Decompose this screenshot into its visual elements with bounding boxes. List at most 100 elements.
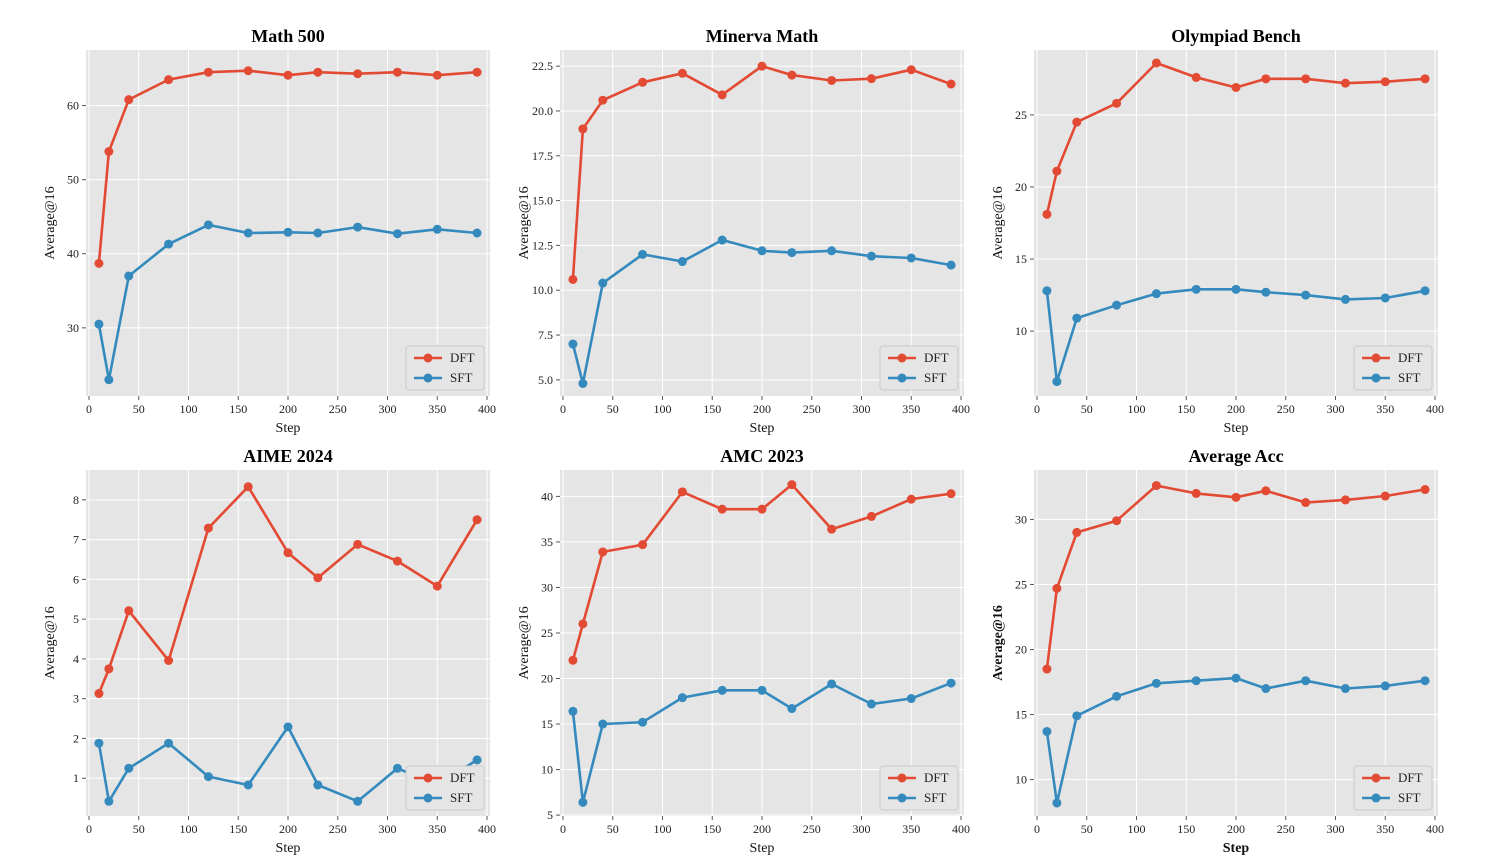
data-point-sft — [787, 704, 797, 714]
data-point-dft — [1052, 583, 1062, 593]
data-point-sft — [677, 257, 687, 267]
x-tick-label: 100 — [179, 402, 197, 416]
data-point-dft — [1261, 486, 1271, 496]
legend-label-sft: SFT — [924, 790, 946, 805]
x-tick-label: 0 — [560, 822, 566, 836]
chart-title: Olympiad Bench — [1171, 26, 1301, 46]
legend-marker-dft — [897, 773, 907, 783]
data-point-dft — [1301, 74, 1311, 84]
y-tick-label: 25 — [541, 626, 553, 640]
data-point-sft — [598, 278, 608, 288]
data-point-sft — [124, 763, 134, 773]
y-axis-label: Average@16 — [991, 186, 1006, 259]
data-point-sft — [313, 780, 323, 790]
data-point-dft — [1042, 664, 1052, 674]
data-point-sft — [1380, 293, 1390, 303]
x-tick-label: 250 — [1277, 822, 1295, 836]
legend-marker-dft — [423, 353, 433, 363]
series-line-sft — [571, 681, 952, 804]
series-line-dft — [571, 64, 952, 280]
chart-panel-2: 0 50 100 150 200 250 300 350 400 5.0 7.5 10.0 12.5 15… — [517, 26, 970, 436]
data-point-dft — [472, 515, 482, 525]
x-tick-label: 50 — [1081, 402, 1093, 416]
data-point-sft — [1261, 287, 1271, 297]
legend-label-dft: DFT — [450, 770, 475, 785]
data-point-dft — [677, 68, 687, 78]
data-point-sft — [946, 678, 956, 688]
data-point-sft — [353, 796, 363, 806]
data-point-sft — [1420, 286, 1430, 296]
data-point-dft — [203, 523, 213, 533]
data-point-dft — [472, 67, 482, 77]
data-point-dft — [866, 511, 876, 521]
data-point-sft — [638, 249, 648, 259]
data-point-dft — [1231, 82, 1241, 92]
data-point-dft — [1042, 209, 1052, 219]
legend-label-sft: SFT — [1398, 790, 1420, 805]
legend-label-sft: SFT — [924, 370, 946, 385]
x-tick-label: 50 — [607, 822, 619, 836]
y-tick-label: 25 — [1015, 577, 1027, 591]
y-tick-label: 1 — [73, 771, 79, 785]
data-point-dft — [787, 480, 797, 490]
data-point-dft — [578, 619, 588, 629]
data-point-dft — [313, 573, 323, 583]
x-tick-label: 350 — [428, 822, 446, 836]
x-tick-label: 150 — [229, 822, 247, 836]
data-point-dft — [1112, 98, 1122, 108]
y-tick-label: 15.0 — [532, 194, 553, 208]
series-line-sft — [1045, 676, 1426, 805]
y-tick-label: 5.0 — [538, 373, 553, 387]
data-point-dft — [1072, 117, 1082, 127]
data-point-dft — [1191, 488, 1201, 498]
x-tick-label: 50 — [133, 402, 145, 416]
y-tick-label: 5 — [547, 808, 553, 822]
legend-marker-dft — [897, 353, 907, 363]
data-point-sft — [827, 246, 837, 256]
data-point-sft — [283, 227, 293, 237]
x-tick-label: 0 — [86, 822, 92, 836]
series-line-sft — [571, 238, 952, 385]
data-point-sft — [472, 228, 482, 238]
legend-marker-sft — [897, 793, 907, 803]
y-axis-label: Average@16 — [991, 605, 1006, 681]
data-point-dft — [1380, 491, 1390, 501]
x-tick-label: 0 — [560, 402, 566, 416]
x-tick-label: 350 — [1376, 822, 1394, 836]
data-point-sft — [353, 222, 363, 232]
x-tick-label: 50 — [1081, 822, 1093, 836]
data-point-sft — [243, 780, 253, 790]
x-tick-label: 200 — [753, 822, 771, 836]
data-point-sft — [717, 235, 727, 245]
series-line-dft — [97, 485, 479, 694]
data-point-sft — [906, 694, 916, 704]
data-point-dft — [1072, 527, 1082, 537]
legend-marker-sft — [423, 373, 433, 383]
y-tick-label: 15 — [1015, 708, 1027, 722]
x-tick-label: 0 — [1034, 822, 1040, 836]
x-tick-label: 350 — [1376, 402, 1394, 416]
data-point-dft — [906, 494, 916, 504]
data-point-sft — [392, 229, 402, 239]
y-tick-label: 12.5 — [532, 238, 553, 252]
y-tick-label: 5 — [73, 612, 79, 626]
x-tick-label: 150 — [703, 402, 721, 416]
legend-label-dft: DFT — [924, 350, 949, 365]
data-point-dft — [1112, 516, 1122, 526]
legend: DFT SFT — [879, 345, 959, 391]
x-tick-label: 300 — [853, 822, 871, 836]
x-tick-label: 0 — [1034, 402, 1040, 416]
data-point-sft — [203, 220, 213, 230]
data-point-sft — [1420, 676, 1430, 686]
data-point-sft — [1231, 284, 1241, 294]
x-tick-label: 100 — [179, 822, 197, 836]
x-axis-label: Step — [750, 841, 775, 856]
x-tick-label: 350 — [902, 822, 920, 836]
data-point-sft — [243, 228, 253, 238]
data-point-dft — [1151, 481, 1161, 491]
data-point-dft — [353, 539, 363, 549]
data-point-dft — [1231, 492, 1241, 502]
legend-label-sft: SFT — [1398, 370, 1420, 385]
chart-title: Minerva Math — [706, 26, 818, 46]
